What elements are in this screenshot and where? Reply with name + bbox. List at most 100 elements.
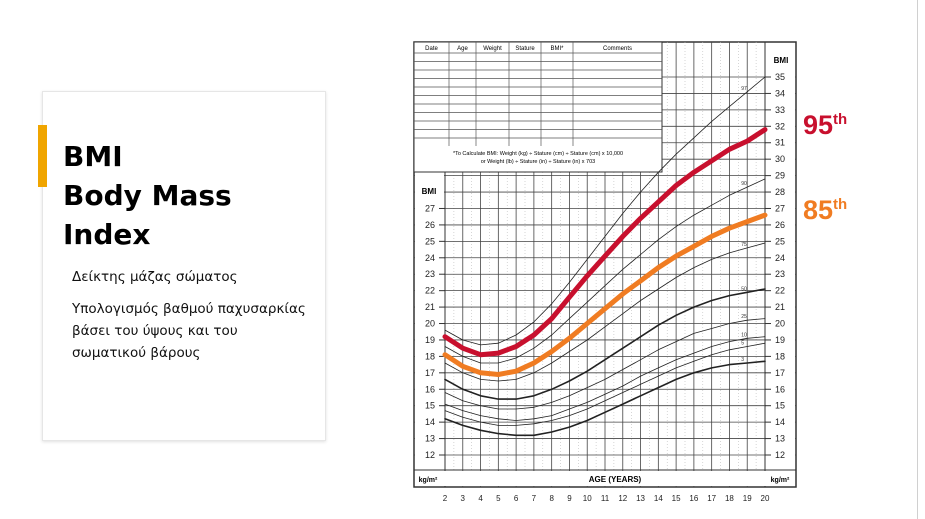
record-table: [413, 41, 663, 173]
left-tick-label: 21: [425, 302, 435, 312]
left-tick-label: 27: [425, 203, 435, 213]
percentile-label: 10: [741, 332, 747, 338]
right-tick-label: 15: [775, 401, 785, 411]
slide-edge-line: [917, 0, 918, 519]
right-tick-label: 31: [775, 138, 785, 148]
left-tick-label: 19: [425, 335, 435, 345]
right-tick-label: 21: [775, 302, 785, 312]
right-tick-label: 33: [775, 105, 785, 115]
bottom-label-row: [415, 471, 795, 486]
left-tick-label: 24: [425, 253, 435, 263]
accent-bar: [38, 125, 47, 187]
right-tick-label: 30: [775, 154, 785, 164]
right-tick-label: 28: [775, 187, 785, 197]
x-tick-label: 13: [636, 494, 645, 503]
callout-number: 85: [803, 195, 834, 225]
percentile-label: 75: [741, 242, 747, 248]
table-header: Stature: [515, 46, 535, 52]
table-header: Age: [457, 46, 468, 52]
x-tick-label: 17: [707, 494, 716, 503]
right-tick-label: 12: [775, 450, 785, 460]
table-header: Comments: [603, 46, 632, 52]
x-tick-label: 14: [654, 494, 663, 503]
x-tick-label: 10: [583, 494, 592, 503]
table-header: BMI*: [550, 46, 564, 52]
callout-95th: 95th: [803, 110, 847, 141]
x-tick-label: 8: [549, 494, 554, 503]
x-tick-label: 12: [618, 494, 627, 503]
title-line: BMI: [63, 140, 123, 173]
percentile-curve-90: [444, 178, 766, 364]
left-tick-label: 14: [425, 417, 435, 427]
table-header: Date: [425, 46, 438, 52]
percentile-curve-85: [442, 212, 768, 377]
right-tick-label: 26: [775, 220, 785, 230]
description: Υπολογισμός βαθμού παχυσαρκίας βάσει του…: [72, 301, 306, 361]
x-tick-label: 7: [532, 494, 537, 503]
percentile-label: 5: [741, 341, 744, 347]
callout-number: 95: [803, 110, 834, 140]
left-axis-band: [415, 173, 444, 469]
percentile-curve-97: [444, 76, 766, 346]
right-tick-label: 35: [775, 72, 785, 82]
x-tick-label: 4: [478, 494, 483, 503]
right-tick-label: 17: [775, 368, 785, 378]
left-axis-title: BMI: [422, 187, 437, 196]
percentile-label: 97: [741, 86, 747, 92]
right-tick-label: 14: [775, 417, 785, 427]
unit-label-left: kg/m²: [419, 477, 438, 484]
right-tick-label: 18: [775, 351, 785, 361]
right-tick-label: 13: [775, 434, 785, 444]
x-tick-label: 5: [496, 494, 501, 503]
left-tick-label: 26: [425, 220, 435, 230]
callout-85th: 85th: [803, 195, 847, 226]
right-tick-label: 22: [775, 286, 785, 296]
right-tick-label: 16: [775, 384, 785, 394]
percentile-curve-25: [444, 318, 766, 410]
table-header: Weight: [483, 46, 502, 52]
percentile-curve-10: [444, 336, 766, 421]
left-tick-label: 22: [425, 286, 435, 296]
x-tick-label: 19: [743, 494, 752, 503]
percentile-curve-95: [442, 127, 768, 358]
x-tick-label: 2: [443, 494, 448, 503]
right-tick-label: 24: [775, 253, 785, 263]
left-tick-label: 23: [425, 269, 435, 279]
x-axis-title: AGE (YEARS): [589, 475, 642, 484]
left-tick-label: 17: [425, 368, 435, 378]
x-tick-label: 18: [725, 494, 734, 503]
percentile-label: 50: [741, 286, 747, 292]
title-line: Index: [63, 218, 151, 251]
bmi-formula: or Weight (lb) ÷ Stature (in) ÷ Stature …: [481, 159, 595, 165]
callout-suffix: th: [833, 111, 848, 128]
percentile-curve-5: [444, 342, 766, 426]
right-tick-label: 32: [775, 121, 785, 131]
right-tick-label: 20: [775, 319, 785, 329]
x-tick-label: 9: [567, 494, 572, 503]
callout-suffix: th: [833, 196, 848, 213]
x-tick-label: 6: [514, 494, 519, 503]
percentile-label: 90: [741, 181, 747, 187]
title-line: Body Mass: [63, 179, 232, 212]
right-tick-label: 25: [775, 236, 785, 246]
x-tick-label: 20: [761, 494, 770, 503]
left-tick-label: 20: [425, 319, 435, 329]
left-tick-label: 13: [425, 434, 435, 444]
subtitle: Δείκτης μάζας σώματος: [72, 269, 238, 285]
left-tick-label: 16: [425, 384, 435, 394]
percentile-label: 25: [741, 314, 747, 320]
left-tick-label: 18: [425, 351, 435, 361]
x-tick-label: 3: [461, 494, 466, 503]
x-tick-label: 15: [672, 494, 681, 503]
percentile-curve-3: [444, 360, 766, 437]
percentile-label: 3: [741, 357, 744, 363]
left-tick-label: 25: [425, 236, 435, 246]
percentile-curve-50: [444, 288, 766, 400]
right-tick-label: 34: [775, 88, 785, 98]
right-tick-label: 19: [775, 335, 785, 345]
right-tick-label: 27: [775, 203, 785, 213]
right-tick-label: 29: [775, 171, 785, 181]
right-axis-title: BMI: [774, 56, 789, 65]
left-tick-label: 15: [425, 401, 435, 411]
